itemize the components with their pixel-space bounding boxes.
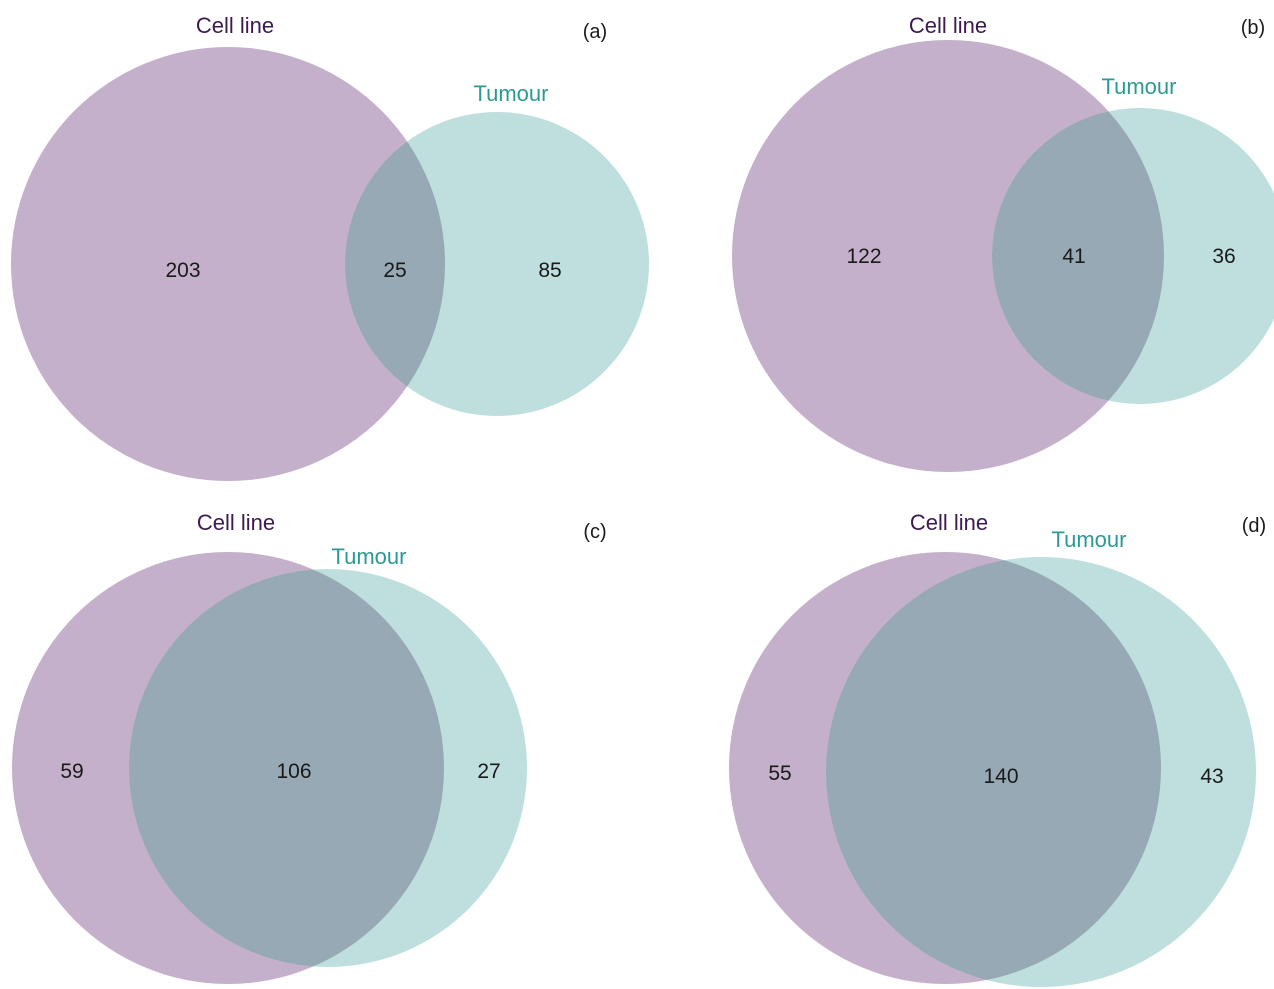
tumour-label: Tumour	[1102, 74, 1177, 99]
count-tumour-only: 27	[477, 760, 500, 783]
panel-tag: (c)	[583, 521, 606, 543]
venn-panel-b: Cell line Tumour (b) 122 41 36	[732, 13, 1274, 472]
tumour-label: Tumour	[474, 81, 549, 106]
venn-panel-c: Cell line Tumour (c) 59 106 27	[12, 510, 607, 984]
count-cell-line-only: 122	[846, 245, 881, 268]
cell-line-label: Cell line	[197, 510, 275, 535]
count-overlap: 41	[1062, 245, 1085, 268]
tumour-label: Tumour	[1052, 527, 1127, 552]
count-overlap: 140	[983, 765, 1018, 788]
count-overlap: 25	[383, 259, 406, 282]
venn-panel-a: Cell line Tumour (a) 203 25 85	[11, 13, 649, 481]
overlap-region	[345, 112, 445, 416]
count-tumour-only: 36	[1212, 245, 1235, 268]
count-cell-line-only: 59	[60, 760, 83, 783]
overlap-region	[992, 108, 1164, 404]
tumour-label: Tumour	[332, 544, 407, 569]
count-overlap: 106	[276, 760, 311, 783]
panel-tag: (a)	[583, 21, 607, 43]
panel-tag: (d)	[1242, 515, 1266, 537]
cell-line-circle	[11, 47, 445, 481]
cell-line-label: Cell line	[909, 13, 987, 38]
count-tumour-only: 85	[538, 259, 561, 282]
panel-tag: (b)	[1241, 17, 1265, 39]
count-tumour-only: 43	[1200, 765, 1223, 788]
count-cell-line-only: 55	[768, 762, 791, 785]
venn-panel-d: Cell line Tumour (d) 55 140 43	[729, 510, 1266, 987]
cell-line-label: Cell line	[910, 510, 988, 535]
cell-line-label: Cell line	[196, 13, 274, 38]
count-cell-line-only: 203	[165, 259, 200, 282]
